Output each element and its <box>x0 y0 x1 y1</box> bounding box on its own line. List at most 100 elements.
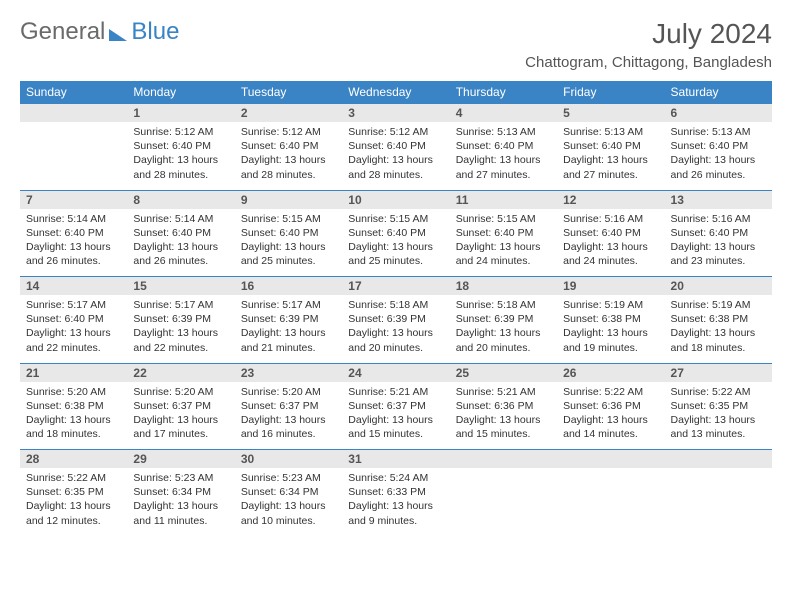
day-d1: Daylight: 13 hours <box>348 240 443 254</box>
day-d1: Daylight: 13 hours <box>133 499 228 513</box>
day-d1: Daylight: 13 hours <box>671 153 766 167</box>
day-sr: Sunrise: 5:19 AM <box>671 298 766 312</box>
day-sr: Sunrise: 5:15 AM <box>348 212 443 226</box>
day-number-cell: 15 <box>127 277 234 296</box>
day-content-cell: Sunrise: 5:14 AMSunset: 6:40 PMDaylight:… <box>20 209 127 277</box>
day-number-cell: 9 <box>235 190 342 209</box>
day-sr: Sunrise: 5:17 AM <box>241 298 336 312</box>
day-number-cell: 26 <box>557 363 664 382</box>
day-content-cell: Sunrise: 5:23 AMSunset: 6:34 PMDaylight:… <box>235 468 342 536</box>
day-number-row: 28293031 <box>20 450 772 469</box>
day-sr: Sunrise: 5:13 AM <box>563 125 658 139</box>
day-sr: Sunrise: 5:12 AM <box>133 125 228 139</box>
day-ss: Sunset: 6:40 PM <box>671 139 766 153</box>
day-d1: Daylight: 13 hours <box>456 413 551 427</box>
day-sr: Sunrise: 5:12 AM <box>241 125 336 139</box>
day-ss: Sunset: 6:36 PM <box>456 399 551 413</box>
day-number-row: 21222324252627 <box>20 363 772 382</box>
day-sr: Sunrise: 5:17 AM <box>133 298 228 312</box>
day-d2: and 11 minutes. <box>133 514 228 528</box>
day-number-cell: 2 <box>235 104 342 123</box>
day-number-cell: 31 <box>342 450 449 469</box>
day-d1: Daylight: 13 hours <box>241 153 336 167</box>
day-d2: and 26 minutes. <box>133 254 228 268</box>
day-number-cell: 11 <box>450 190 557 209</box>
day-ss: Sunset: 6:40 PM <box>241 226 336 240</box>
day-d1: Daylight: 13 hours <box>563 240 658 254</box>
day-d1: Daylight: 13 hours <box>348 153 443 167</box>
day-number-cell: 21 <box>20 363 127 382</box>
day-sr: Sunrise: 5:17 AM <box>26 298 121 312</box>
day-content-cell: Sunrise: 5:22 AMSunset: 6:35 PMDaylight:… <box>20 468 127 536</box>
day-content-cell: Sunrise: 5:18 AMSunset: 6:39 PMDaylight:… <box>342 295 449 363</box>
day-sr: Sunrise: 5:24 AM <box>348 471 443 485</box>
day-content-cell: Sunrise: 5:18 AMSunset: 6:39 PMDaylight:… <box>450 295 557 363</box>
day-content-cell: Sunrise: 5:16 AMSunset: 6:40 PMDaylight:… <box>665 209 772 277</box>
day-d2: and 13 minutes. <box>671 427 766 441</box>
header: General Blue July 2024 Chattogram, Chitt… <box>20 18 772 71</box>
day-d2: and 28 minutes. <box>348 168 443 182</box>
day-number-cell: 14 <box>20 277 127 296</box>
day-d1: Daylight: 13 hours <box>133 240 228 254</box>
day-d2: and 28 minutes. <box>241 168 336 182</box>
day-ss: Sunset: 6:40 PM <box>563 139 658 153</box>
day-ss: Sunset: 6:36 PM <box>563 399 658 413</box>
day-number-cell: 3 <box>342 104 449 123</box>
day-content-cell: Sunrise: 5:17 AMSunset: 6:39 PMDaylight:… <box>235 295 342 363</box>
day-ss: Sunset: 6:40 PM <box>133 226 228 240</box>
day-ss: Sunset: 6:39 PM <box>241 312 336 326</box>
day-sr: Sunrise: 5:16 AM <box>563 212 658 226</box>
day-number-cell: 29 <box>127 450 234 469</box>
day-d1: Daylight: 13 hours <box>133 413 228 427</box>
day-d2: and 17 minutes. <box>133 427 228 441</box>
day-ss: Sunset: 6:40 PM <box>133 139 228 153</box>
day-sr: Sunrise: 5:22 AM <box>26 471 121 485</box>
day-ss: Sunset: 6:39 PM <box>133 312 228 326</box>
day-d1: Daylight: 13 hours <box>26 326 121 340</box>
day-sr: Sunrise: 5:20 AM <box>26 385 121 399</box>
day-ss: Sunset: 6:35 PM <box>26 485 121 499</box>
day-d2: and 15 minutes. <box>456 427 551 441</box>
day-d1: Daylight: 13 hours <box>671 413 766 427</box>
day-content-row: Sunrise: 5:20 AMSunset: 6:38 PMDaylight:… <box>20 382 772 450</box>
day-number-cell <box>20 104 127 123</box>
day-sr: Sunrise: 5:16 AM <box>671 212 766 226</box>
day-number-cell: 1 <box>127 104 234 123</box>
day-d2: and 27 minutes. <box>456 168 551 182</box>
day-ss: Sunset: 6:40 PM <box>456 226 551 240</box>
logo-triangle-icon <box>109 29 127 41</box>
day-sr: Sunrise: 5:21 AM <box>348 385 443 399</box>
day-d2: and 23 minutes. <box>671 254 766 268</box>
day-sr: Sunrise: 5:18 AM <box>348 298 443 312</box>
day-ss: Sunset: 6:37 PM <box>133 399 228 413</box>
day-content-cell: Sunrise: 5:12 AMSunset: 6:40 PMDaylight:… <box>342 122 449 190</box>
day-ss: Sunset: 6:37 PM <box>241 399 336 413</box>
day-sr: Sunrise: 5:19 AM <box>563 298 658 312</box>
day-number-cell: 30 <box>235 450 342 469</box>
day-number-cell: 12 <box>557 190 664 209</box>
day-d1: Daylight: 13 hours <box>563 326 658 340</box>
day-sr: Sunrise: 5:18 AM <box>456 298 551 312</box>
day-d2: and 28 minutes. <box>133 168 228 182</box>
day-d1: Daylight: 13 hours <box>348 499 443 513</box>
day-content-cell <box>665 468 772 536</box>
day-number-cell: 19 <box>557 277 664 296</box>
day-d1: Daylight: 13 hours <box>133 326 228 340</box>
day-content-cell: Sunrise: 5:13 AMSunset: 6:40 PMDaylight:… <box>557 122 664 190</box>
day-ss: Sunset: 6:38 PM <box>563 312 658 326</box>
day-ss: Sunset: 6:39 PM <box>348 312 443 326</box>
day-d2: and 22 minutes. <box>26 341 121 355</box>
day-d2: and 25 minutes. <box>241 254 336 268</box>
day-sr: Sunrise: 5:20 AM <box>133 385 228 399</box>
day-ss: Sunset: 6:39 PM <box>456 312 551 326</box>
day-d1: Daylight: 13 hours <box>26 413 121 427</box>
day-d2: and 22 minutes. <box>133 341 228 355</box>
day-number-cell: 10 <box>342 190 449 209</box>
month-title: July 2024 <box>525 18 772 50</box>
day-ss: Sunset: 6:40 PM <box>26 226 121 240</box>
day-content-cell: Sunrise: 5:16 AMSunset: 6:40 PMDaylight:… <box>557 209 664 277</box>
day-ss: Sunset: 6:34 PM <box>133 485 228 499</box>
day-d1: Daylight: 13 hours <box>133 153 228 167</box>
logo: General Blue <box>20 18 179 46</box>
day-ss: Sunset: 6:40 PM <box>563 226 658 240</box>
